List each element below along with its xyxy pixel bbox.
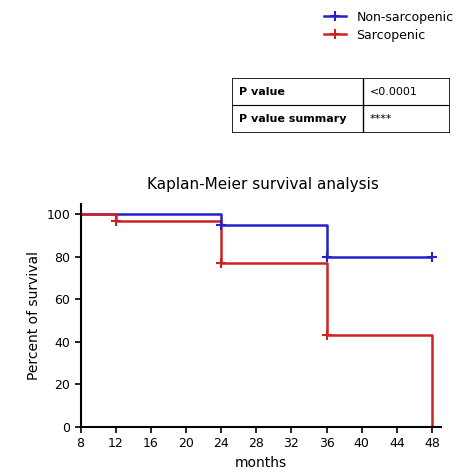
Text: P value summary: P value summary [239,114,346,124]
Text: P value: P value [239,87,285,97]
X-axis label: months: months [235,456,287,470]
Y-axis label: Percent of survival: Percent of survival [27,251,41,380]
Legend: Non-sarcopenic, Sarcopenic: Non-sarcopenic, Sarcopenic [324,11,454,42]
Text: ****: **** [370,114,392,124]
Text: <0.0001: <0.0001 [370,87,418,97]
Text: Kaplan-Meier survival analysis: Kaplan-Meier survival analysis [147,177,379,192]
